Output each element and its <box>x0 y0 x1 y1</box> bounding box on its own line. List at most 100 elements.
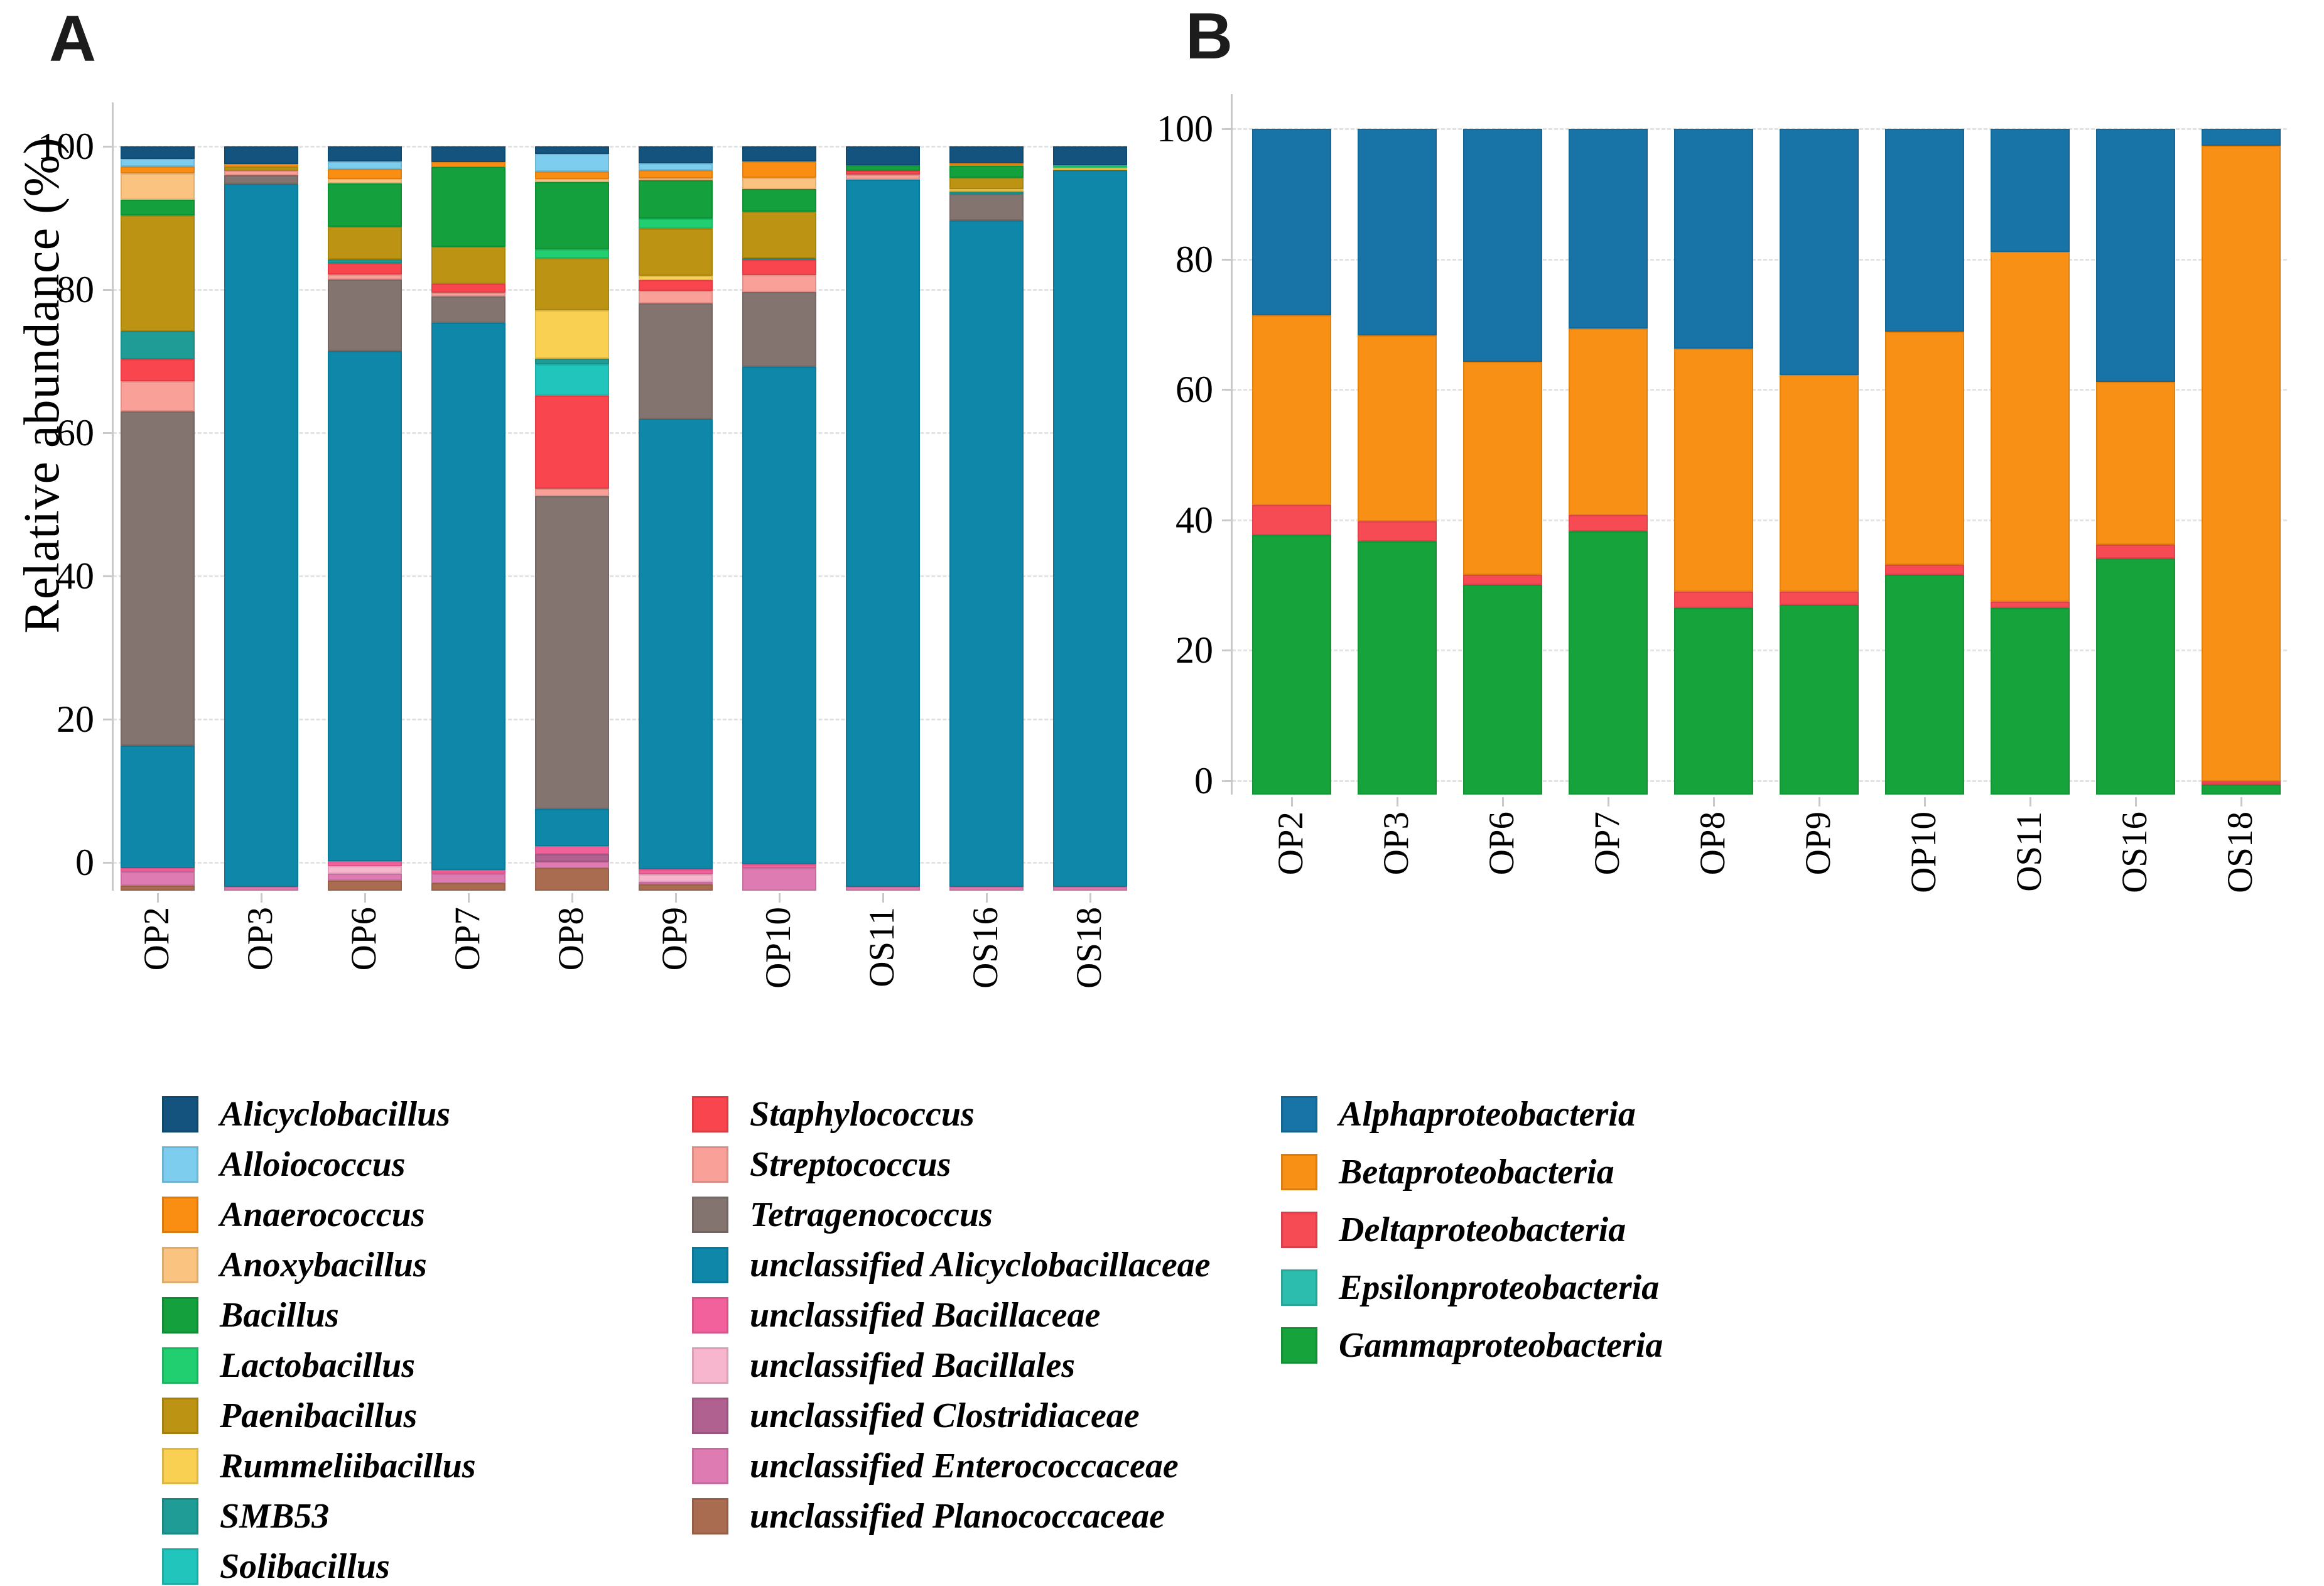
y-tick-label-0: 0 <box>75 842 94 883</box>
segment-Betaproteobacteria <box>1463 362 1542 575</box>
legend-item-Alloiococcus: Alloiococcus <box>162 1146 406 1183</box>
x-tick-mark-OS16 <box>2135 797 2137 807</box>
segment-Gammaproteobacteria <box>1463 585 1542 795</box>
segment-Betaproteobacteria <box>1885 332 1964 565</box>
segment-Bacillus <box>121 200 195 216</box>
legend-item-Solibacillus: Solibacillus <box>162 1548 390 1585</box>
panelB-bar-OP6 <box>1463 129 1542 795</box>
legend-swatch-Solibacillus <box>162 1548 198 1585</box>
segment-unclassified-Planococcaceae <box>535 868 609 891</box>
segment-Alicyclobacillus <box>639 146 713 164</box>
segment-Alphaproteobacteria <box>2096 129 2175 382</box>
legend-swatch-SMB53 <box>162 1498 198 1534</box>
x-tick-mark-OP10 <box>779 893 781 903</box>
segment-Gammaproteobacteria <box>1885 575 1964 795</box>
segment-Deltaproteobacteria <box>1991 601 2070 609</box>
segment-Alloiococcus <box>535 153 609 172</box>
legend-label: Solibacillus <box>220 1547 390 1586</box>
segment-Alicyclobacillus <box>742 146 816 161</box>
legend-item-unclassified-Enterococcaceae: unclassified Enterococcaceae <box>692 1448 1179 1484</box>
legend-label: Alicyclobacillus <box>220 1095 451 1134</box>
panel-b-letter: B <box>1186 0 1233 73</box>
segment-Rummeliibacillus <box>535 310 609 359</box>
legend-item-Bacillus: Bacillus <box>162 1297 339 1333</box>
legend-label: Betaproteobacteria <box>1339 1153 1614 1192</box>
legend-swatch-Bacillus <box>162 1297 198 1333</box>
segment-Bacillus <box>846 165 920 171</box>
panelA-bar-OS16 <box>949 146 1024 891</box>
segment-Paenibacillus <box>742 212 816 258</box>
legend-swatch-unclassified-Alicyclobacillaceae <box>692 1247 728 1283</box>
gridline-40 <box>113 575 1127 577</box>
panelA-bar-OP9 <box>639 146 713 891</box>
segment-Gammaproteobacteria <box>1780 604 1859 795</box>
legend-swatch-unclassified-Bacillaceae <box>692 1297 728 1333</box>
segment-unclassified-Enterococcaceae <box>121 872 195 886</box>
segment-Alicyclobacillus <box>328 146 402 161</box>
panelB-bar-OS11 <box>1991 129 2070 795</box>
segment-SMB53 <box>121 330 195 359</box>
segment-Deltaproteobacteria <box>1463 575 1542 585</box>
x-tick-mark-OP8 <box>1713 797 1715 807</box>
legend-item-Paenibacillus: Paenibacillus <box>162 1398 417 1434</box>
segment-Lactobacillus <box>1053 165 1127 168</box>
segment-Alloiococcus <box>328 161 402 169</box>
segment-Tetragenococcus <box>431 296 505 323</box>
gridline-60 <box>1232 389 2287 391</box>
segment-Alicyclobacillus <box>431 146 505 162</box>
segment-Anaerococcus <box>328 168 402 180</box>
x-tick-mark-OS18 <box>2240 797 2242 807</box>
legend-label: Tetragenococcus <box>750 1195 993 1234</box>
panelB-bar-OS18 <box>2202 129 2281 795</box>
segment-unclassified-Alicyclobacillaceae <box>846 180 920 888</box>
legend-swatch-Anaerococcus <box>162 1197 198 1233</box>
segment-Deltaproteobacteria <box>1569 514 1648 532</box>
segment-unclassified-Enterococcaceae <box>1053 887 1127 891</box>
legend-label: Alphaproteobacteria <box>1339 1095 1636 1134</box>
gridline-60 <box>113 432 1127 434</box>
segment-Paenibacillus <box>949 177 1024 189</box>
segment-unclassified-Enterococcaceae <box>846 887 920 891</box>
segment-Paenibacillus <box>431 246 505 285</box>
y-tick-mark-80 <box>1222 258 1232 261</box>
x-tick-mark-OS11 <box>2029 797 2031 807</box>
segment-Deltaproteobacteria <box>1885 565 1964 575</box>
segment-SMB53 <box>949 192 1024 194</box>
segment-unclassified-Alicyclobacillaceae <box>1053 170 1127 888</box>
panelB-bar-OP10 <box>1885 129 1964 795</box>
gridline-20 <box>1232 649 2287 651</box>
segment-unclassified-Alicyclobacillaceae <box>328 350 402 861</box>
segment-unclassified-Planococcaceae <box>328 881 402 891</box>
legend-label: Lactobacillus <box>220 1346 416 1385</box>
legend-swatch-unclassified-Enterococcaceae <box>692 1448 728 1484</box>
legend-label: unclassified Planococcaceae <box>750 1497 1165 1536</box>
legend-swatch-Betaproteobacteria <box>1281 1154 1317 1190</box>
segment-Streptococcus <box>121 381 195 411</box>
legend-swatch-Anoxybacillus <box>162 1247 198 1283</box>
segment-Deltaproteobacteria <box>1252 504 1331 535</box>
segment-Betaproteobacteria <box>1252 315 1331 505</box>
y-tick-mark-100 <box>103 146 113 148</box>
legend-swatch-Epsilonproteobacteria <box>1281 1269 1317 1306</box>
segment-unclassified-Bacillaceae <box>328 861 402 866</box>
segment-Alicyclobacillus <box>1053 146 1127 165</box>
legend-swatch-Rummeliibacillus <box>162 1448 198 1484</box>
segment-Alphaproteobacteria <box>1991 129 2070 253</box>
legend-item-Alicyclobacillus: Alicyclobacillus <box>162 1096 450 1132</box>
segment-Rummeliibacillus <box>1053 168 1127 170</box>
legend-swatch-Alphaproteobacteria <box>1281 1096 1317 1132</box>
segment-Betaproteobacteria <box>1358 335 1437 522</box>
x-tick-mark-OP8 <box>571 893 573 903</box>
segment-Bacillus <box>535 182 609 249</box>
x-tick-mark-OP6 <box>364 893 366 903</box>
segment-Alphaproteobacteria <box>1358 129 1437 335</box>
segment-Anaerococcus <box>121 166 195 173</box>
legend-label: Alloiococcus <box>220 1145 406 1184</box>
segment-unclassified-Enterococcaceae <box>742 868 816 891</box>
segment-Tetragenococcus <box>328 280 402 351</box>
y-tick-label-40: 40 <box>1176 499 1213 541</box>
x-tick-mark-OS11 <box>882 893 884 903</box>
legend-swatch-Gammaproteobacteria <box>1281 1327 1317 1364</box>
y-tick-label-0: 0 <box>1194 759 1213 801</box>
segment-Streptococcus <box>431 293 505 297</box>
